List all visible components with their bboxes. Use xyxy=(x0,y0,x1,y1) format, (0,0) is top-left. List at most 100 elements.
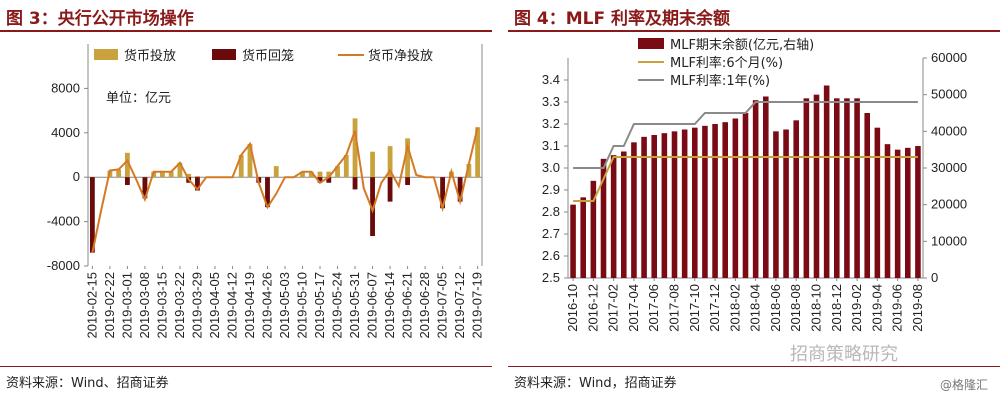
left-legend-swatch xyxy=(94,49,118,60)
right-x-tick-label: 2017-04 xyxy=(626,284,641,332)
right-left-tick-label: 2.8 xyxy=(542,204,560,219)
left-title-rule xyxy=(0,30,492,32)
right-left-tick-label: 2.6 xyxy=(542,248,560,263)
left-bar xyxy=(195,176,200,178)
right-x-tick-label: 2016-12 xyxy=(585,284,600,332)
right-bar xyxy=(793,120,800,278)
right-title-rule xyxy=(508,30,1000,32)
watermark-text: 招商策略研究 xyxy=(790,344,898,365)
right-bar xyxy=(681,129,688,278)
right-left-tick-label: 3.0 xyxy=(542,160,560,175)
left-x-tick-label: 2019-06-21 xyxy=(400,272,415,339)
left-bar xyxy=(317,171,323,178)
left-bar xyxy=(116,169,122,178)
right-bar xyxy=(844,98,850,278)
right-bar xyxy=(884,144,891,278)
left-chart-title: 图 3：央行公开市场操作 xyxy=(6,9,194,29)
right-legend-swatch xyxy=(638,38,664,49)
right-right-tick-label: 0 xyxy=(931,270,938,285)
right-bar xyxy=(823,85,830,278)
right-bar xyxy=(661,133,668,278)
right-bar xyxy=(712,124,718,278)
left-bar xyxy=(326,171,332,178)
left-bar xyxy=(405,177,410,185)
right-x-tick-label: 2019-08 xyxy=(910,284,925,332)
left-x-tick-label: 2019-04-12 xyxy=(224,272,239,339)
left-bar xyxy=(300,171,305,178)
right-bar xyxy=(631,142,637,278)
right-x-tick-label: 2019-04 xyxy=(869,284,884,332)
left-y-tick-label: -8000 xyxy=(47,258,80,273)
left-bar xyxy=(247,143,253,178)
left-x-tick-label: 2019-05-10 xyxy=(295,272,310,339)
left-bar xyxy=(168,171,174,178)
left-x-tick-label: 2019-05-17 xyxy=(312,272,327,339)
left-bar xyxy=(387,177,393,202)
left-x-tick-label: 2019-07-19 xyxy=(470,272,485,339)
left-bar xyxy=(89,177,95,253)
right-series-line xyxy=(573,101,918,169)
left-bar xyxy=(177,162,183,178)
left-bar xyxy=(457,177,463,202)
right-source-note: 资料来源：Wind，招商证券 xyxy=(514,376,677,391)
left-x-tick-label: 2019-06-14 xyxy=(382,272,397,339)
left-legend-swatch xyxy=(212,49,236,60)
left-bar xyxy=(343,155,349,178)
left-bar xyxy=(370,151,375,178)
left-bar xyxy=(440,177,446,209)
right-bar xyxy=(691,127,698,279)
right-bar xyxy=(732,118,739,278)
left-x-tick-label: 2019-05-31 xyxy=(347,272,362,339)
left-x-tick-label: 2019-03-15 xyxy=(154,272,169,339)
right-x-tick-label: 2018-04 xyxy=(748,284,763,332)
left-y-tick-label: -4000 xyxy=(47,214,80,229)
left-bar xyxy=(160,171,165,178)
right-x-tick-label: 2018-08 xyxy=(788,284,803,332)
right-chart-svg: 2.5 2.6 2.7 2.8 2.9 3.0 3.1 3.2 3.3 3.4 0 10000 2000… xyxy=(542,37,967,332)
left-legend-label: 货币回笼 xyxy=(242,48,294,64)
right-x-tick-label: 2018-12 xyxy=(829,284,844,332)
right-bar xyxy=(762,96,769,278)
right-bar xyxy=(915,146,921,278)
right-right-tick-label: 30000 xyxy=(931,160,967,175)
left-bar xyxy=(352,177,358,190)
right-bar xyxy=(752,100,759,279)
right-bar xyxy=(600,158,607,278)
right-right-tick-label: 40000 xyxy=(931,123,967,138)
right-bar xyxy=(702,125,708,278)
right-legend-label: MLF利率:1年(%) xyxy=(670,73,770,89)
right-bar xyxy=(803,98,810,278)
right-legend-label: MLF利率:6个月(%) xyxy=(670,55,783,71)
right-x-tick-label: 2018-02 xyxy=(727,284,742,332)
right-bar xyxy=(854,98,860,278)
right-x-tick-label: 2019-06 xyxy=(890,284,905,332)
left-bar xyxy=(370,177,375,237)
right-bar xyxy=(590,180,597,278)
left-x-tick-label: 2019-03-29 xyxy=(189,272,204,339)
left-chart-panel: 图 3：央行公开市场操作 8000 4000 0 -4000 -8000 2019-02-… xyxy=(0,0,492,400)
right-bar xyxy=(610,155,617,278)
left-x-tick-label: 2019-05-24 xyxy=(330,272,345,339)
left-legend-label: 货币净投放 xyxy=(368,48,433,64)
right-bar xyxy=(580,197,587,278)
right-x-tick-label: 2016-10 xyxy=(565,284,580,332)
left-x-tick-label: 2019-03-01 xyxy=(119,272,134,339)
left-bar xyxy=(273,166,279,178)
right-bar xyxy=(773,131,779,278)
left-bar xyxy=(265,177,270,208)
right-bar xyxy=(722,122,729,279)
left-x-tick-label: 2019-03-08 xyxy=(137,272,152,339)
left-x-tick-label: 2019-06-28 xyxy=(417,272,432,339)
right-x-tick-label: 2017-12 xyxy=(707,284,722,332)
left-legend-label: 货币投放 xyxy=(124,48,176,64)
left-x-tick-label: 2019-07-12 xyxy=(452,272,467,339)
right-x-tick-label: 2017-10 xyxy=(687,284,702,332)
left-bar xyxy=(326,177,332,183)
left-bar xyxy=(186,173,192,178)
left-bar xyxy=(475,127,481,178)
right-bar xyxy=(641,136,647,278)
left-x-tick-label: 2019-03-22 xyxy=(172,272,187,339)
left-bar xyxy=(308,171,314,178)
right-chart-panel: 图 4：MLF 利率及期末余额 2.5 2.6 2.7 2.8 2.9 3.0 3.1 3.2… xyxy=(508,0,1000,400)
